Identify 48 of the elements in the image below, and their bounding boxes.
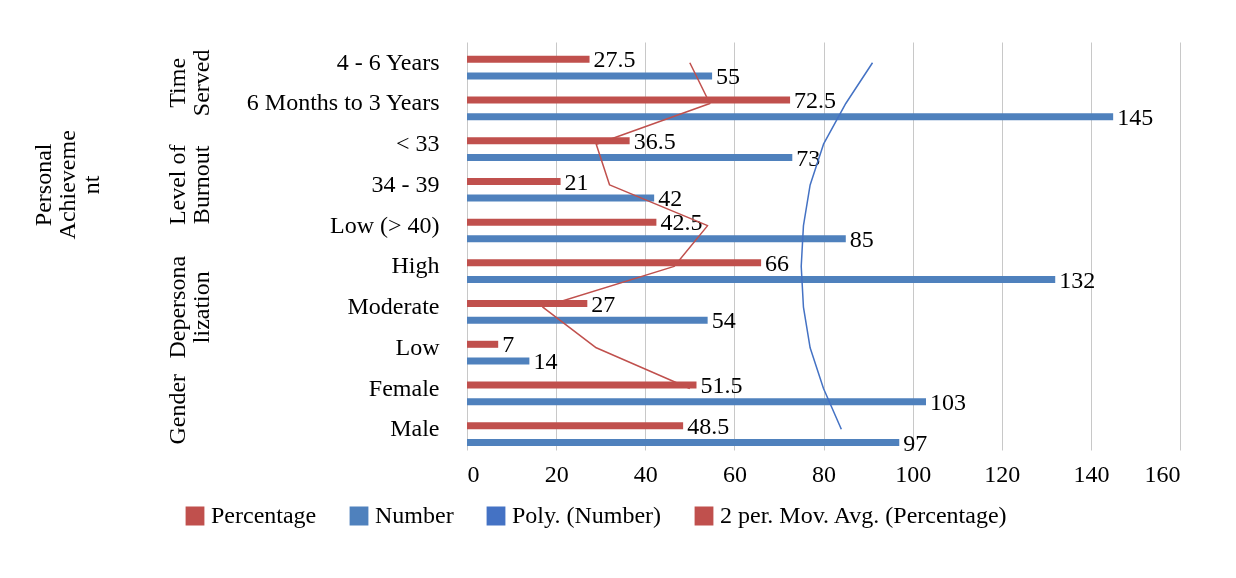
legend-label: 2 per. Mov. Avg. (Percentage) <box>720 502 1007 528</box>
text: Depersonalization <box>163 255 214 359</box>
data-label: 132 <box>1059 266 1096 293</box>
data-label: 103 <box>929 388 966 415</box>
data-label: 27.5 <box>593 46 636 73</box>
x-tick-label: 140 <box>1073 460 1110 487</box>
legend-label: Number <box>375 502 454 528</box>
y-tick-label: Low <box>395 333 441 360</box>
data-label: 42.5 <box>660 209 703 236</box>
x-tick-label: 160 <box>1144 460 1181 487</box>
data-label: 36.5 <box>633 127 676 154</box>
data-label: 54 <box>711 307 736 334</box>
data-label: 72.5 <box>794 87 837 114</box>
legend-label: Percentage <box>211 502 317 528</box>
data-label: 7 <box>502 331 515 358</box>
legend-label: Poly. (Number) <box>512 502 662 528</box>
y-tick-label: < 33 <box>395 130 440 157</box>
x-tick-label: 80 <box>812 460 836 487</box>
data-label: 85 <box>849 225 874 252</box>
x-tick-label: 40 <box>633 460 658 487</box>
y-tick-label: High <box>391 252 440 279</box>
data-label: 66 <box>765 250 790 277</box>
text: Personal Achievement <box>29 130 104 240</box>
data-label: 42 <box>658 185 683 212</box>
data-label: 27 <box>591 290 616 317</box>
text: Level of Burnout <box>163 144 214 226</box>
y-tick-label: Moderate <box>347 293 440 320</box>
data-label: 51.5 <box>700 372 743 399</box>
y-tick-label: 6 Months to 3 Years <box>246 89 440 116</box>
text: Time Served <box>163 49 214 117</box>
text: Gender <box>163 373 190 445</box>
y-tick-label: 4 - 6 Years <box>336 48 440 75</box>
data-label: 48.5 <box>687 412 730 439</box>
data-label: 21 <box>564 168 589 195</box>
data-label: 97 <box>903 429 928 456</box>
y-tick-label: Female <box>368 374 440 401</box>
data-label: 55 <box>716 63 741 90</box>
y-tick-label: 34 - 39 <box>371 170 440 197</box>
data-label: 14 <box>533 348 558 375</box>
x-tick-label: 60 <box>722 460 747 487</box>
y-tick-label: Low (> 40) <box>329 211 440 238</box>
x-tick-label: 120 <box>984 460 1021 487</box>
x-tick-label: 100 <box>895 460 932 487</box>
x-tick-label: 20 <box>544 460 569 487</box>
data-label: 145 <box>1117 103 1154 130</box>
x-tick-label: 0 <box>467 460 480 487</box>
data-label: 73 <box>796 144 821 171</box>
y-tick-label: Male <box>390 415 440 442</box>
